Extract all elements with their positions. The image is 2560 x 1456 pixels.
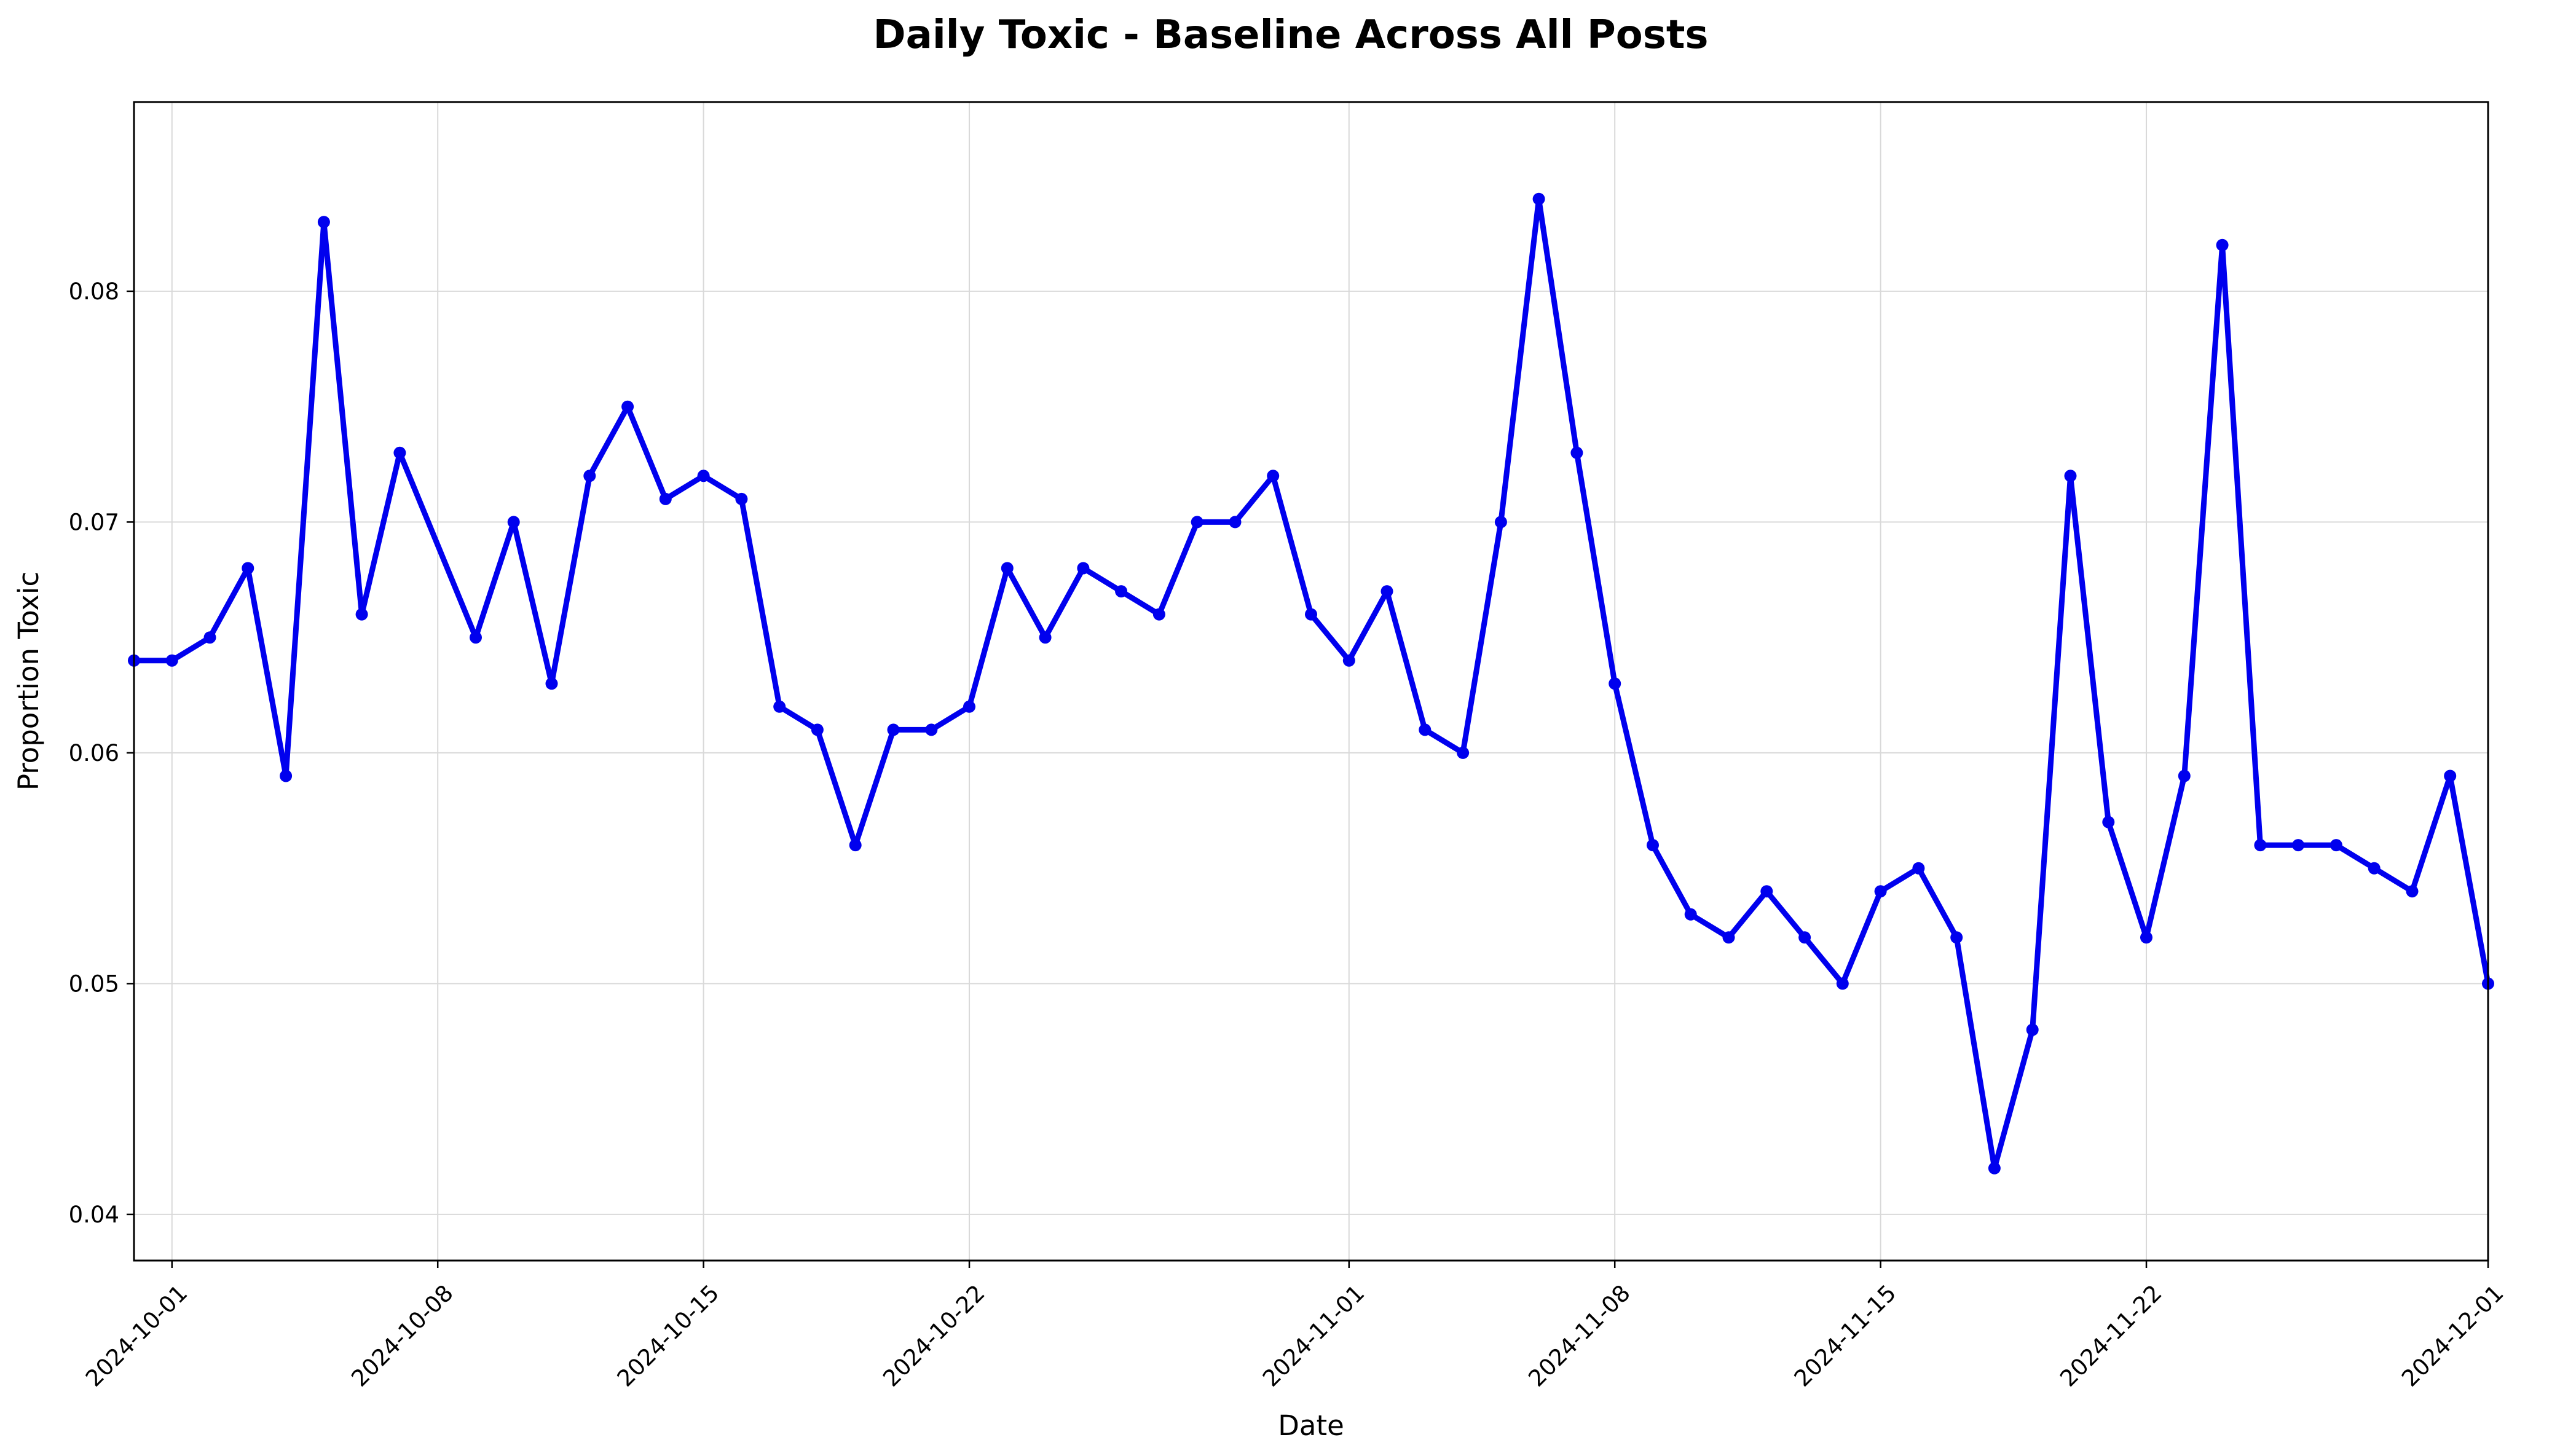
data-point bbox=[355, 608, 368, 621]
data-point bbox=[621, 400, 634, 413]
x-tick-label: 2024-10-15 bbox=[612, 1280, 724, 1391]
data-point bbox=[545, 677, 558, 690]
data-point bbox=[2140, 931, 2152, 944]
data-point bbox=[1457, 746, 1470, 759]
data-point bbox=[1874, 885, 1887, 898]
data-point bbox=[1039, 631, 1052, 644]
y-tick-label: 0.05 bbox=[69, 970, 119, 997]
data-point bbox=[393, 446, 406, 459]
data-point bbox=[1609, 677, 1621, 690]
x-tick-label: 2024-11-01 bbox=[1258, 1280, 1369, 1391]
data-point bbox=[2292, 839, 2305, 852]
data-point bbox=[1988, 1162, 2001, 1175]
y-tick-label: 0.08 bbox=[69, 278, 119, 305]
data-point bbox=[811, 723, 824, 736]
x-tick-label: 2024-11-22 bbox=[2055, 1280, 2167, 1391]
chart-title: Daily Toxic - Baseline Across All Posts bbox=[873, 12, 1709, 58]
data-point bbox=[2102, 816, 2115, 828]
data-point bbox=[1342, 654, 1355, 667]
x-tick-label: 2024-10-08 bbox=[346, 1280, 458, 1391]
data-point bbox=[1836, 977, 1849, 990]
data-point bbox=[1001, 562, 1014, 575]
data-point bbox=[2444, 769, 2457, 782]
data-point bbox=[317, 216, 330, 229]
data-point bbox=[203, 631, 216, 644]
data-point bbox=[2216, 238, 2229, 251]
data-point bbox=[1229, 516, 1242, 529]
data-point bbox=[2064, 470, 2077, 482]
y-tick-label: 0.07 bbox=[69, 509, 119, 535]
data-point bbox=[849, 839, 862, 852]
data-point bbox=[1267, 470, 1280, 482]
y-axis: 0.04 0.05 0.06 0.07 0.08 bbox=[69, 278, 134, 1228]
data-point bbox=[1419, 723, 1432, 736]
y-tick-label: 0.04 bbox=[69, 1202, 119, 1228]
data-point bbox=[1570, 446, 1583, 459]
data-point bbox=[2178, 769, 2191, 782]
data-point bbox=[887, 723, 900, 736]
data-point bbox=[659, 492, 672, 505]
data-point bbox=[507, 516, 520, 529]
data-point bbox=[470, 631, 482, 644]
grid bbox=[134, 102, 2489, 1261]
data-point bbox=[583, 470, 596, 482]
x-tick-label: 2024-10-01 bbox=[81, 1280, 192, 1391]
data-point bbox=[1305, 608, 1317, 621]
x-tick-label: 2024-10-22 bbox=[878, 1280, 990, 1391]
data-point bbox=[1912, 862, 1925, 875]
data-point bbox=[1077, 562, 1090, 575]
data-point bbox=[1494, 516, 1507, 529]
data-point bbox=[925, 723, 938, 736]
x-tick-label: 2024-12-01 bbox=[2397, 1280, 2508, 1391]
data-point bbox=[1722, 931, 1735, 944]
data-point bbox=[1380, 585, 1393, 598]
x-tick-label: 2024-11-15 bbox=[1789, 1280, 1901, 1391]
data-point bbox=[963, 700, 975, 713]
data-point bbox=[165, 654, 178, 667]
series-line bbox=[131, 196, 2491, 1171]
data-point bbox=[1647, 839, 1659, 852]
data-point bbox=[1115, 585, 1128, 598]
data-point bbox=[2368, 862, 2381, 875]
data-point bbox=[2330, 839, 2342, 852]
x-tick-label: 2024-11-08 bbox=[1523, 1280, 1635, 1391]
data-point bbox=[1532, 192, 1545, 205]
data-point bbox=[735, 492, 748, 505]
data-point bbox=[697, 470, 710, 482]
data-point bbox=[2254, 839, 2267, 852]
plot-frame bbox=[133, 101, 2489, 1262]
data-point bbox=[242, 562, 254, 575]
data-point bbox=[280, 769, 293, 782]
data-point bbox=[1950, 931, 1963, 944]
series-group bbox=[128, 192, 2494, 1175]
data-point bbox=[773, 700, 786, 713]
data-point bbox=[2406, 885, 2419, 898]
data-point bbox=[1684, 908, 1697, 921]
y-tick-label: 0.06 bbox=[69, 740, 119, 766]
data-point bbox=[1191, 516, 1203, 529]
data-point bbox=[1152, 608, 1165, 621]
x-axis: 2024-10-01 2024-10-08 2024-10-15 2024-10-22… bbox=[81, 1261, 2509, 1392]
y-axis-label: Proportion Toxic bbox=[12, 572, 45, 790]
data-point bbox=[2026, 1023, 2039, 1036]
x-axis-label: Date bbox=[1278, 1409, 1344, 1442]
data-point bbox=[1760, 885, 1773, 898]
data-point bbox=[1798, 931, 1811, 944]
